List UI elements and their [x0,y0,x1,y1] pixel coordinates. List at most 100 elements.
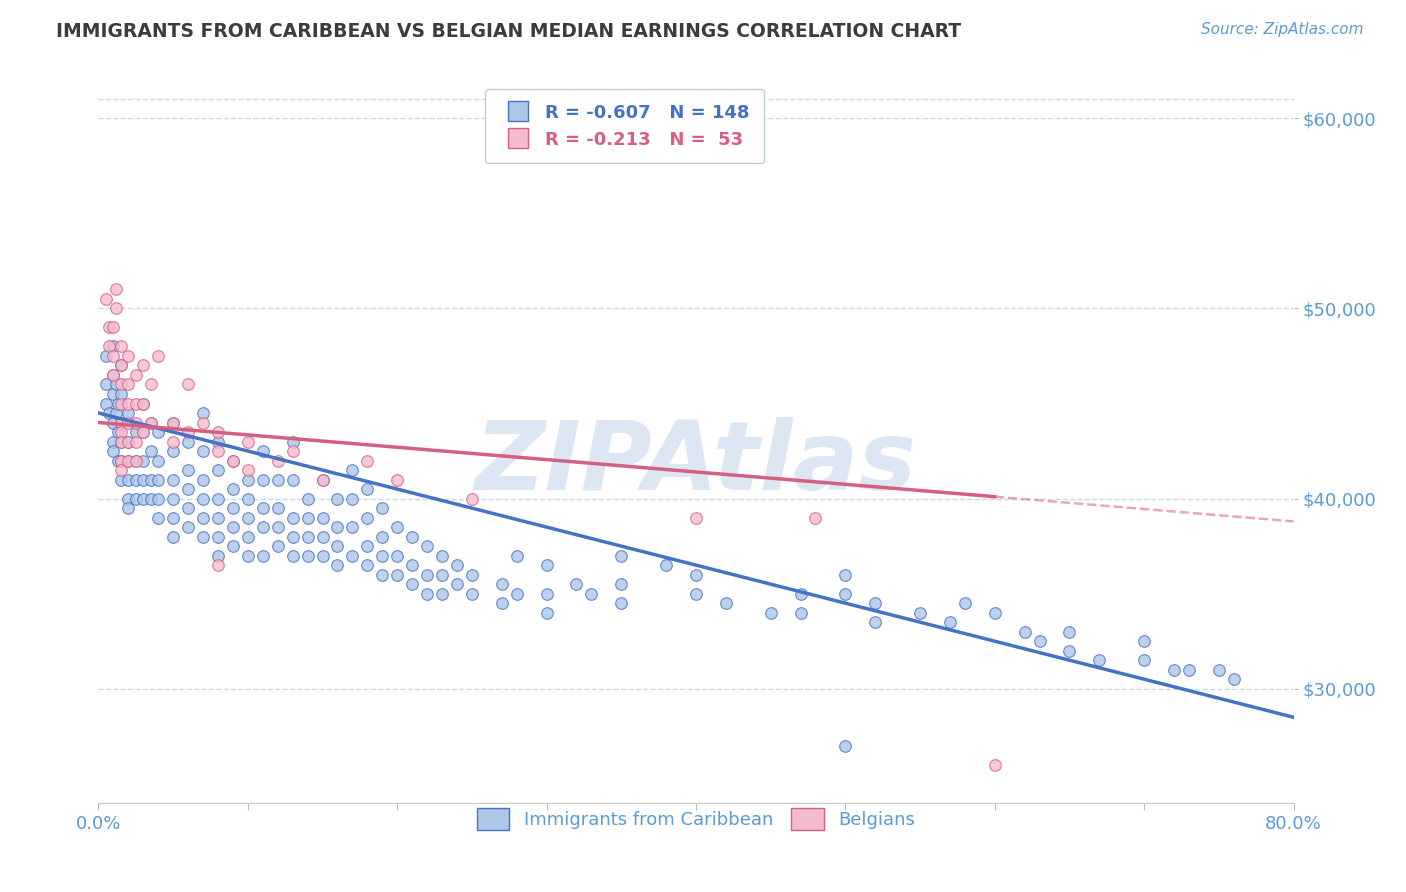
Point [1178,663,1201,677]
Point [401,530,423,544]
Point [326,491,349,506]
Point [222,520,245,534]
Point [148,453,170,467]
Point [117,396,139,410]
Point [236,491,259,506]
Point [1223,672,1246,686]
Point [110,434,132,449]
Point [461,567,484,582]
Point [177,501,200,516]
Point [536,587,558,601]
Point [385,473,409,487]
Point [94,396,117,410]
Point [110,359,132,373]
Point [252,549,274,563]
Point [281,473,304,487]
Point [191,530,214,544]
Point [311,530,333,544]
Point [1059,643,1081,657]
Point [139,444,162,458]
Point [103,320,125,334]
Point [311,510,333,524]
Point [326,520,349,534]
Point [177,463,200,477]
Point [789,606,811,620]
Point [759,606,782,620]
Point [430,567,453,582]
Point [177,434,200,449]
Point [834,739,856,753]
Point [610,577,633,591]
Point [110,396,132,410]
Point [953,596,976,610]
Point [281,530,304,544]
Point [401,558,423,573]
Point [416,587,439,601]
Point [207,549,229,563]
Point [401,577,423,591]
Point [267,501,290,516]
Point [222,453,245,467]
Point [191,444,214,458]
Point [97,320,120,334]
Point [162,473,184,487]
Point [356,539,378,553]
Point [105,406,128,420]
Point [125,425,148,439]
Point [162,444,184,458]
Point [107,396,129,410]
Point [125,434,148,449]
Point [148,473,170,487]
Point [610,596,633,610]
Point [110,387,132,401]
Point [110,463,132,477]
Point [94,349,117,363]
Point [222,482,245,496]
Point [685,567,707,582]
Point [191,416,214,430]
Point [222,453,245,467]
Point [110,416,132,430]
Point [103,368,125,382]
Point [117,349,139,363]
Point [177,520,200,534]
Point [107,453,129,467]
Point [908,606,931,620]
Point [1208,663,1230,677]
Point [148,491,170,506]
Point [236,434,259,449]
Point [430,549,453,563]
Point [110,425,132,439]
Point [311,473,333,487]
Point [177,482,200,496]
Point [536,606,558,620]
Point [222,501,245,516]
Point [581,587,603,601]
Point [281,444,304,458]
Point [105,377,128,392]
Point [281,510,304,524]
Point [117,491,139,506]
Point [139,491,162,506]
Point [939,615,962,630]
Point [610,549,633,563]
Point [342,520,364,534]
Point [655,558,678,573]
Point [117,501,139,516]
Point [297,510,319,524]
Point [207,558,229,573]
Point [297,491,319,506]
Point [117,377,139,392]
Point [984,606,1007,620]
Point [107,425,129,439]
Point [117,406,139,420]
Point [132,396,155,410]
Point [1059,624,1081,639]
Point [236,510,259,524]
Point [1088,653,1111,667]
Point [685,587,707,601]
Point [834,587,856,601]
Point [117,453,139,467]
Point [125,453,148,467]
Point [506,587,529,601]
